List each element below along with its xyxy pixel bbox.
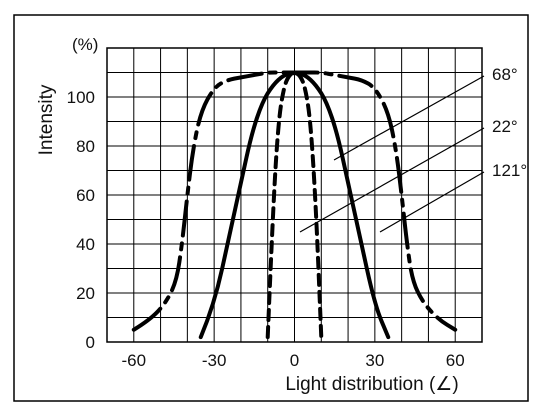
series-line-121 [198, 71, 391, 340]
y-tick-label: 60 [76, 186, 95, 205]
callout-label: 22° [492, 117, 518, 136]
callout-lines: 68° 22° 121° [299, 65, 527, 233]
y-tick-label: 80 [76, 137, 95, 156]
callout-label: 68° [492, 65, 518, 84]
callout-leader-line [299, 127, 485, 233]
y-axis-unit: (%) [72, 35, 98, 54]
x-tick-label: 30 [365, 351, 384, 370]
callout-label: 121° [492, 161, 527, 180]
x-tick-labels: -60 -30 0 30 60 [121, 351, 464, 370]
y-tick-label: 100 [67, 88, 95, 107]
x-tick-label: -60 [121, 351, 146, 370]
x-tick-label: 60 [446, 351, 465, 370]
outer-border [13, 14, 529, 402]
series-line-22 [265, 71, 324, 340]
y-tick-label: 40 [76, 235, 95, 254]
y-tick-label: 0 [86, 333, 95, 352]
plot-border [106, 47, 483, 343]
y-tick-label: 20 [76, 284, 95, 303]
series-lines [131, 70, 458, 340]
callout-leader-line [333, 75, 485, 161]
callout-leader-line [379, 171, 485, 233]
grid [106, 47, 483, 343]
x-tick-label: -30 [202, 351, 227, 370]
x-tick-label: 0 [290, 351, 299, 370]
y-axis-title: Intensity [36, 84, 57, 155]
y-tick-labels: 0 20 40 60 80 100 [67, 88, 95, 352]
x-axis-title: Light distribution (∠) [285, 374, 458, 395]
